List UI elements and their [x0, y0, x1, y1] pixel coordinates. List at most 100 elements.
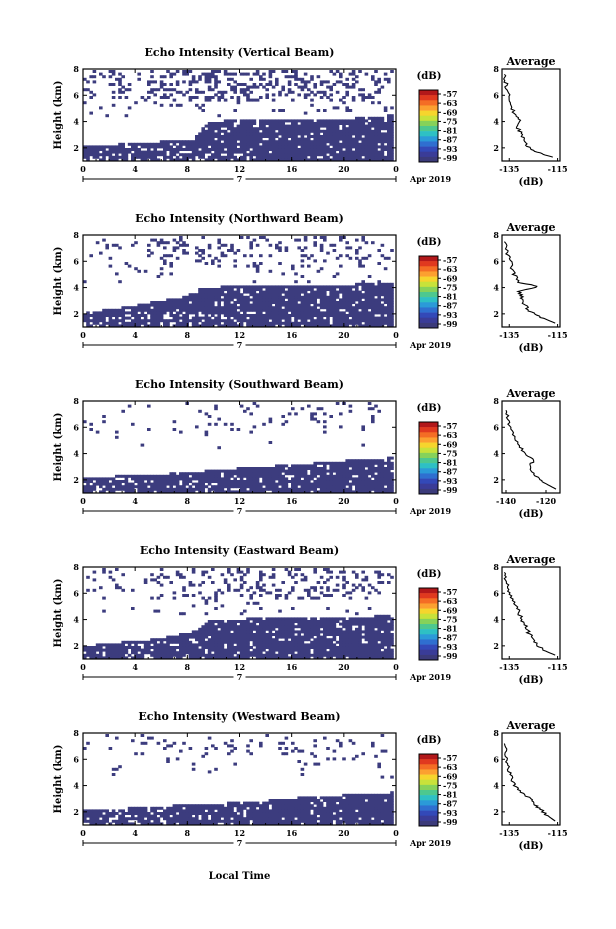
- heatmap-cell: [198, 254, 202, 258]
- heatmap-cell: [134, 308, 138, 312]
- heatmap-cell: [249, 303, 253, 307]
- heatmap-cell: [172, 249, 177, 252]
- heatmap-cell: [358, 316, 362, 320]
- heatmap-cell: [182, 612, 186, 616]
- heatmap-cell: [367, 482, 372, 486]
- heatmap-cell: [262, 469, 266, 473]
- heatmap-cell: [323, 293, 327, 297]
- heatmap-cell: [198, 653, 202, 657]
- heatmap-cell: [364, 319, 369, 323]
- heatmap-cell: [249, 77, 253, 81]
- heatmap-cell: [156, 474, 161, 478]
- y-tick-label: 6: [73, 256, 79, 266]
- heatmap-cell: [259, 298, 263, 302]
- heatmap-cell: [323, 150, 327, 154]
- heatmap-cell: [313, 124, 317, 128]
- heatmap-cell: [249, 135, 253, 138]
- heatmap-cell: [313, 243, 317, 247]
- heatmap-cell: [89, 487, 93, 491]
- heatmap-cell: [307, 142, 311, 146]
- heatmap-cell: [307, 314, 311, 317]
- heatmap-cell: [326, 461, 330, 465]
- heatmap-cell: [207, 319, 212, 323]
- heatmap-cell: [239, 467, 244, 470]
- heatmap-cell: [252, 321, 257, 325]
- heatmap-cell: [86, 324, 90, 328]
- heatmap-cell: [99, 145, 103, 149]
- heatmap-cell: [204, 98, 209, 102]
- heatmap-cell: [179, 311, 183, 315]
- heatmap-cell: [355, 469, 359, 473]
- avg-frame: [501, 400, 561, 494]
- avg-x-label: (dB): [519, 509, 544, 520]
- heatmap-cell: [351, 137, 356, 141]
- heatmap-cell: [377, 319, 381, 323]
- heatmap-cell: [147, 477, 151, 481]
- heatmap-cell: [102, 316, 106, 320]
- heatmap-cell: [259, 622, 263, 626]
- heatmap-cell: [166, 145, 170, 149]
- heatmap-cell: [319, 119, 324, 123]
- heatmap-cell: [166, 643, 170, 647]
- heatmap-cell: [278, 150, 282, 154]
- heatmap-cell: [287, 630, 292, 634]
- heatmap-cell: [201, 153, 205, 157]
- y-axis-label: Height (km): [53, 81, 64, 150]
- heatmap-cell: [284, 622, 289, 626]
- heatmap-cell: [121, 487, 125, 491]
- heatmap-cell: [271, 487, 276, 491]
- heatmap-cell: [185, 651, 189, 655]
- heatmap-cell: [249, 293, 253, 297]
- heatmap-cell: [252, 150, 257, 154]
- heatmap-cell: [105, 477, 109, 481]
- heatmap-cell: [371, 319, 375, 323]
- heatmap-cell: [281, 303, 285, 307]
- heatmap-cell: [335, 293, 340, 297]
- colorbar-segment: [419, 136, 438, 142]
- heatmap-cell: [201, 324, 205, 328]
- heatmap-cell: [230, 311, 234, 315]
- heatmap-cell: [284, 129, 289, 133]
- heatmap-cell: [358, 301, 362, 304]
- heatmap-cell: [252, 306, 257, 310]
- heatmap-cell: [265, 301, 269, 304]
- heatmap-cell: [310, 254, 314, 258]
- heatmap-cell: [351, 464, 356, 468]
- heatmap-cell: [332, 140, 337, 144]
- heatmap-cell: [147, 474, 151, 478]
- heatmap-cell: [230, 122, 234, 125]
- heatmap-cell: [195, 303, 199, 307]
- heatmap-cell: [319, 236, 324, 239]
- heatmap-cell: [246, 570, 250, 574]
- heatmap-cell: [294, 293, 298, 297]
- heatmap-cell: [284, 480, 289, 483]
- heatmap-cell: [124, 150, 129, 154]
- heatmap-cell: [201, 150, 205, 154]
- heatmap-cell: [281, 88, 285, 92]
- heatmap-cell: [367, 127, 372, 131]
- heatmap-cell: [364, 469, 369, 473]
- heatmap-cell: [303, 119, 308, 123]
- heatmap-cell: [204, 80, 209, 84]
- heatmap-cell: [383, 72, 388, 76]
- heatmap-cell: [246, 490, 250, 494]
- heatmap-cell: [179, 145, 183, 149]
- heatmap-cell: [297, 646, 301, 649]
- heatmap-cell: [214, 648, 218, 652]
- heatmap-cell: [300, 298, 305, 302]
- heatmap-cell: [111, 651, 116, 655]
- heatmap-cell: [374, 116, 378, 120]
- heatmap-cell: [316, 651, 321, 655]
- heatmap-cell: [175, 653, 180, 657]
- heatmap-cell: [268, 472, 273, 476]
- heatmap-cell: [271, 98, 276, 102]
- heatmap-cell: [223, 651, 228, 655]
- avg-x-tick-label: -135: [499, 164, 519, 174]
- heatmap-cell: [351, 129, 356, 133]
- heatmap-cell: [188, 70, 193, 73]
- heatmap-cell: [348, 129, 353, 133]
- heatmap-cell: [223, 653, 228, 657]
- heatmap-cell: [121, 648, 125, 652]
- heatmap-cell: [281, 109, 285, 112]
- heatmap-cell: [367, 132, 372, 136]
